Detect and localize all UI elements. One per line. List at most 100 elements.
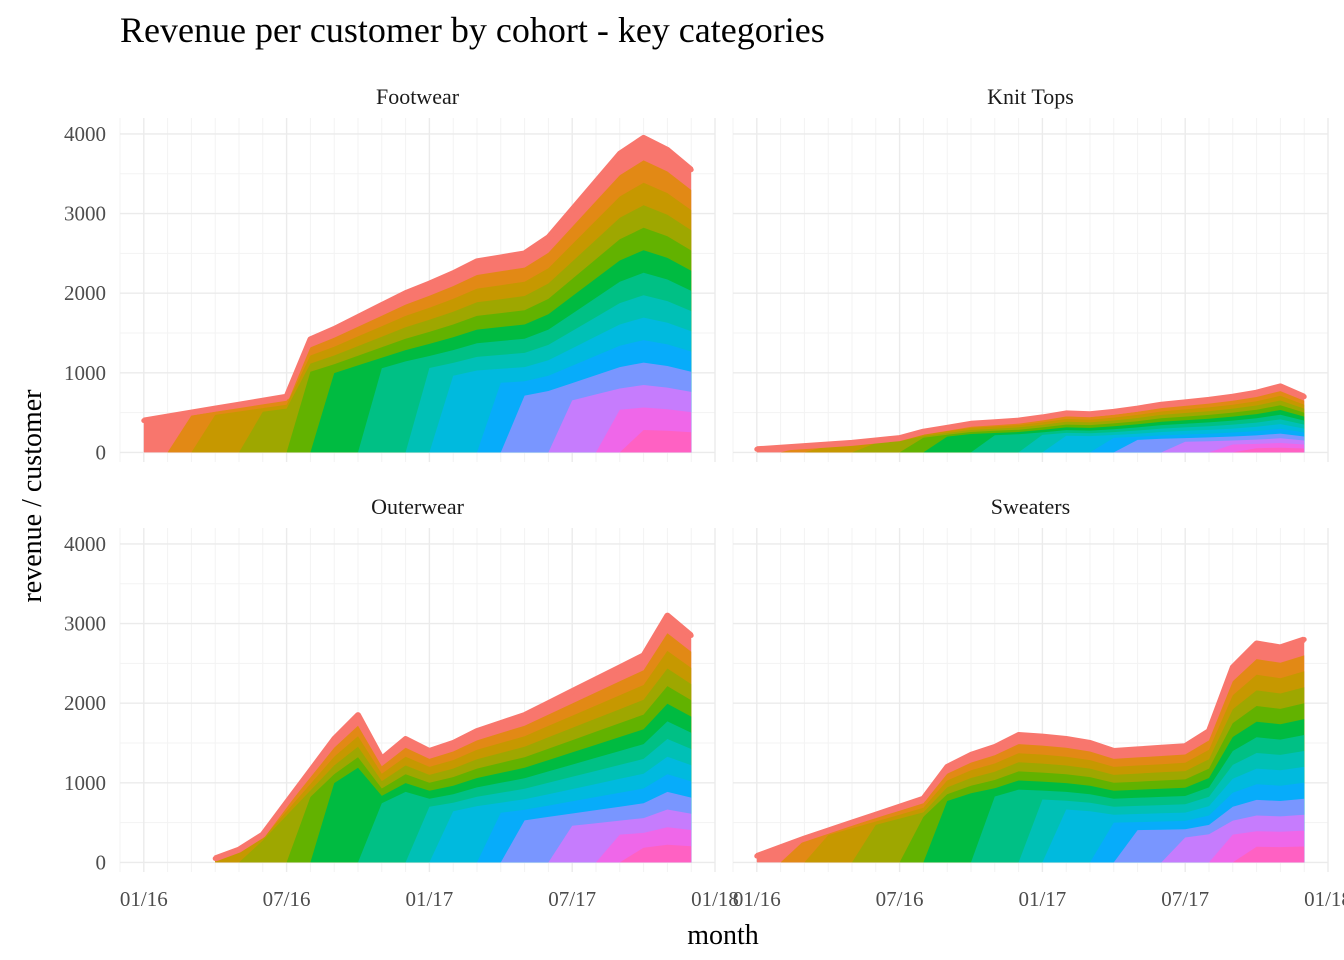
data-point — [1135, 406, 1141, 412]
data-point — [617, 151, 623, 157]
data-point — [403, 736, 409, 742]
facet-strip-label: Knit Tops — [987, 84, 1074, 109]
data-point — [379, 756, 385, 762]
data-point — [1277, 644, 1283, 650]
data-point — [897, 804, 903, 810]
data-point — [236, 847, 242, 853]
data-point — [1158, 745, 1164, 751]
data-point — [545, 700, 551, 706]
facet-panel: Sweaters 01/16 07/16 01/17 07/17 01/18 — [732, 494, 1344, 911]
data-point — [307, 768, 313, 774]
data-point — [944, 764, 950, 770]
data-point — [1206, 728, 1212, 734]
data-point — [1016, 732, 1022, 738]
data-point — [569, 207, 575, 213]
facet-panels: Footwear 0 1000 2000 3000 4000 Knit Tops Outerw… — [64, 84, 1344, 911]
data-point — [1111, 409, 1117, 415]
data-point — [331, 736, 337, 742]
data-point — [641, 135, 647, 141]
x-tick-label: 01/18 — [691, 887, 739, 911]
data-point — [1158, 402, 1164, 408]
y-axis-title: revenue / customer — [17, 389, 48, 603]
data-point — [260, 832, 266, 838]
x-tick-label: 07/16 — [263, 887, 311, 911]
cohort-area — [143, 362, 692, 453]
cohort-line-top — [756, 383, 1306, 453]
data-point — [801, 836, 807, 842]
facet-strip-label: Footwear — [376, 84, 460, 109]
cohort-area — [215, 809, 692, 863]
data-point — [1039, 734, 1045, 740]
data-point — [569, 688, 575, 694]
data-point — [641, 652, 647, 658]
data-point — [260, 398, 266, 404]
cohort-area — [756, 846, 1305, 863]
facet-strip-label: Outerwear — [371, 494, 465, 519]
data-point — [920, 796, 926, 802]
y-tick-label: 2000 — [64, 281, 106, 305]
y-tick-label: 1000 — [64, 361, 106, 385]
x-tick-label: 01/18 — [1304, 887, 1344, 911]
x-tick-label: 07/17 — [1161, 887, 1209, 911]
data-point — [664, 613, 670, 619]
data-point — [141, 418, 147, 424]
cohort-line-top — [143, 134, 694, 424]
data-point — [1182, 399, 1188, 405]
cohort-area — [756, 798, 1305, 863]
data-point — [920, 429, 926, 435]
data-point — [968, 752, 974, 758]
data-point — [1063, 410, 1069, 416]
data-point — [1182, 743, 1188, 749]
data-point — [450, 270, 456, 276]
data-point — [825, 441, 831, 447]
data-point — [1111, 748, 1117, 754]
data-point — [801, 443, 807, 449]
facet-panel: Knit Tops — [732, 84, 1329, 462]
data-point — [849, 820, 855, 826]
cohort-area — [756, 447, 1305, 453]
data-point — [664, 147, 670, 153]
data-point — [1039, 414, 1045, 420]
cohort-area — [143, 430, 692, 453]
data-point — [426, 748, 432, 754]
y-tick-label: 0 — [96, 850, 107, 874]
facet-strip-label: Sweaters — [991, 494, 1070, 519]
facet-panel: Footwear 0 1000 2000 3000 4000 — [64, 84, 716, 464]
y-tick-label: 4000 — [64, 122, 106, 146]
x-tick-label: 01/17 — [405, 887, 453, 911]
data-point — [1087, 740, 1093, 746]
data-point — [617, 664, 623, 670]
facet-panel: Outerwear 0 1000 2000 3000 4000 01/16 07/16 01/1… — [64, 494, 739, 911]
data-point — [188, 410, 194, 416]
data-point — [450, 740, 456, 746]
data-point — [426, 281, 432, 287]
data-point — [236, 402, 242, 408]
chart-title: Revenue per customer by cohort - key cat… — [120, 10, 825, 50]
data-point — [1135, 746, 1141, 752]
data-point — [688, 633, 694, 638]
cohort-line-top — [755, 636, 1306, 859]
data-point — [522, 712, 528, 718]
data-point — [593, 676, 599, 682]
data-point — [284, 394, 290, 400]
data-point — [754, 853, 760, 859]
data-point — [873, 812, 879, 818]
data-point — [873, 438, 879, 443]
data-point — [498, 254, 504, 260]
data-point — [284, 800, 290, 806]
data-point — [849, 440, 855, 446]
data-point — [545, 234, 551, 240]
cohort-area — [215, 844, 692, 863]
data-point — [165, 414, 171, 420]
data-point — [1016, 418, 1022, 424]
y-tick-label: 2000 — [64, 691, 106, 715]
data-point — [474, 728, 480, 734]
data-point — [992, 744, 998, 750]
data-point — [754, 446, 760, 452]
cohort-area — [756, 433, 1305, 453]
data-point — [212, 406, 218, 412]
data-point — [968, 421, 974, 427]
data-point — [1301, 394, 1307, 400]
data-point — [212, 855, 218, 861]
